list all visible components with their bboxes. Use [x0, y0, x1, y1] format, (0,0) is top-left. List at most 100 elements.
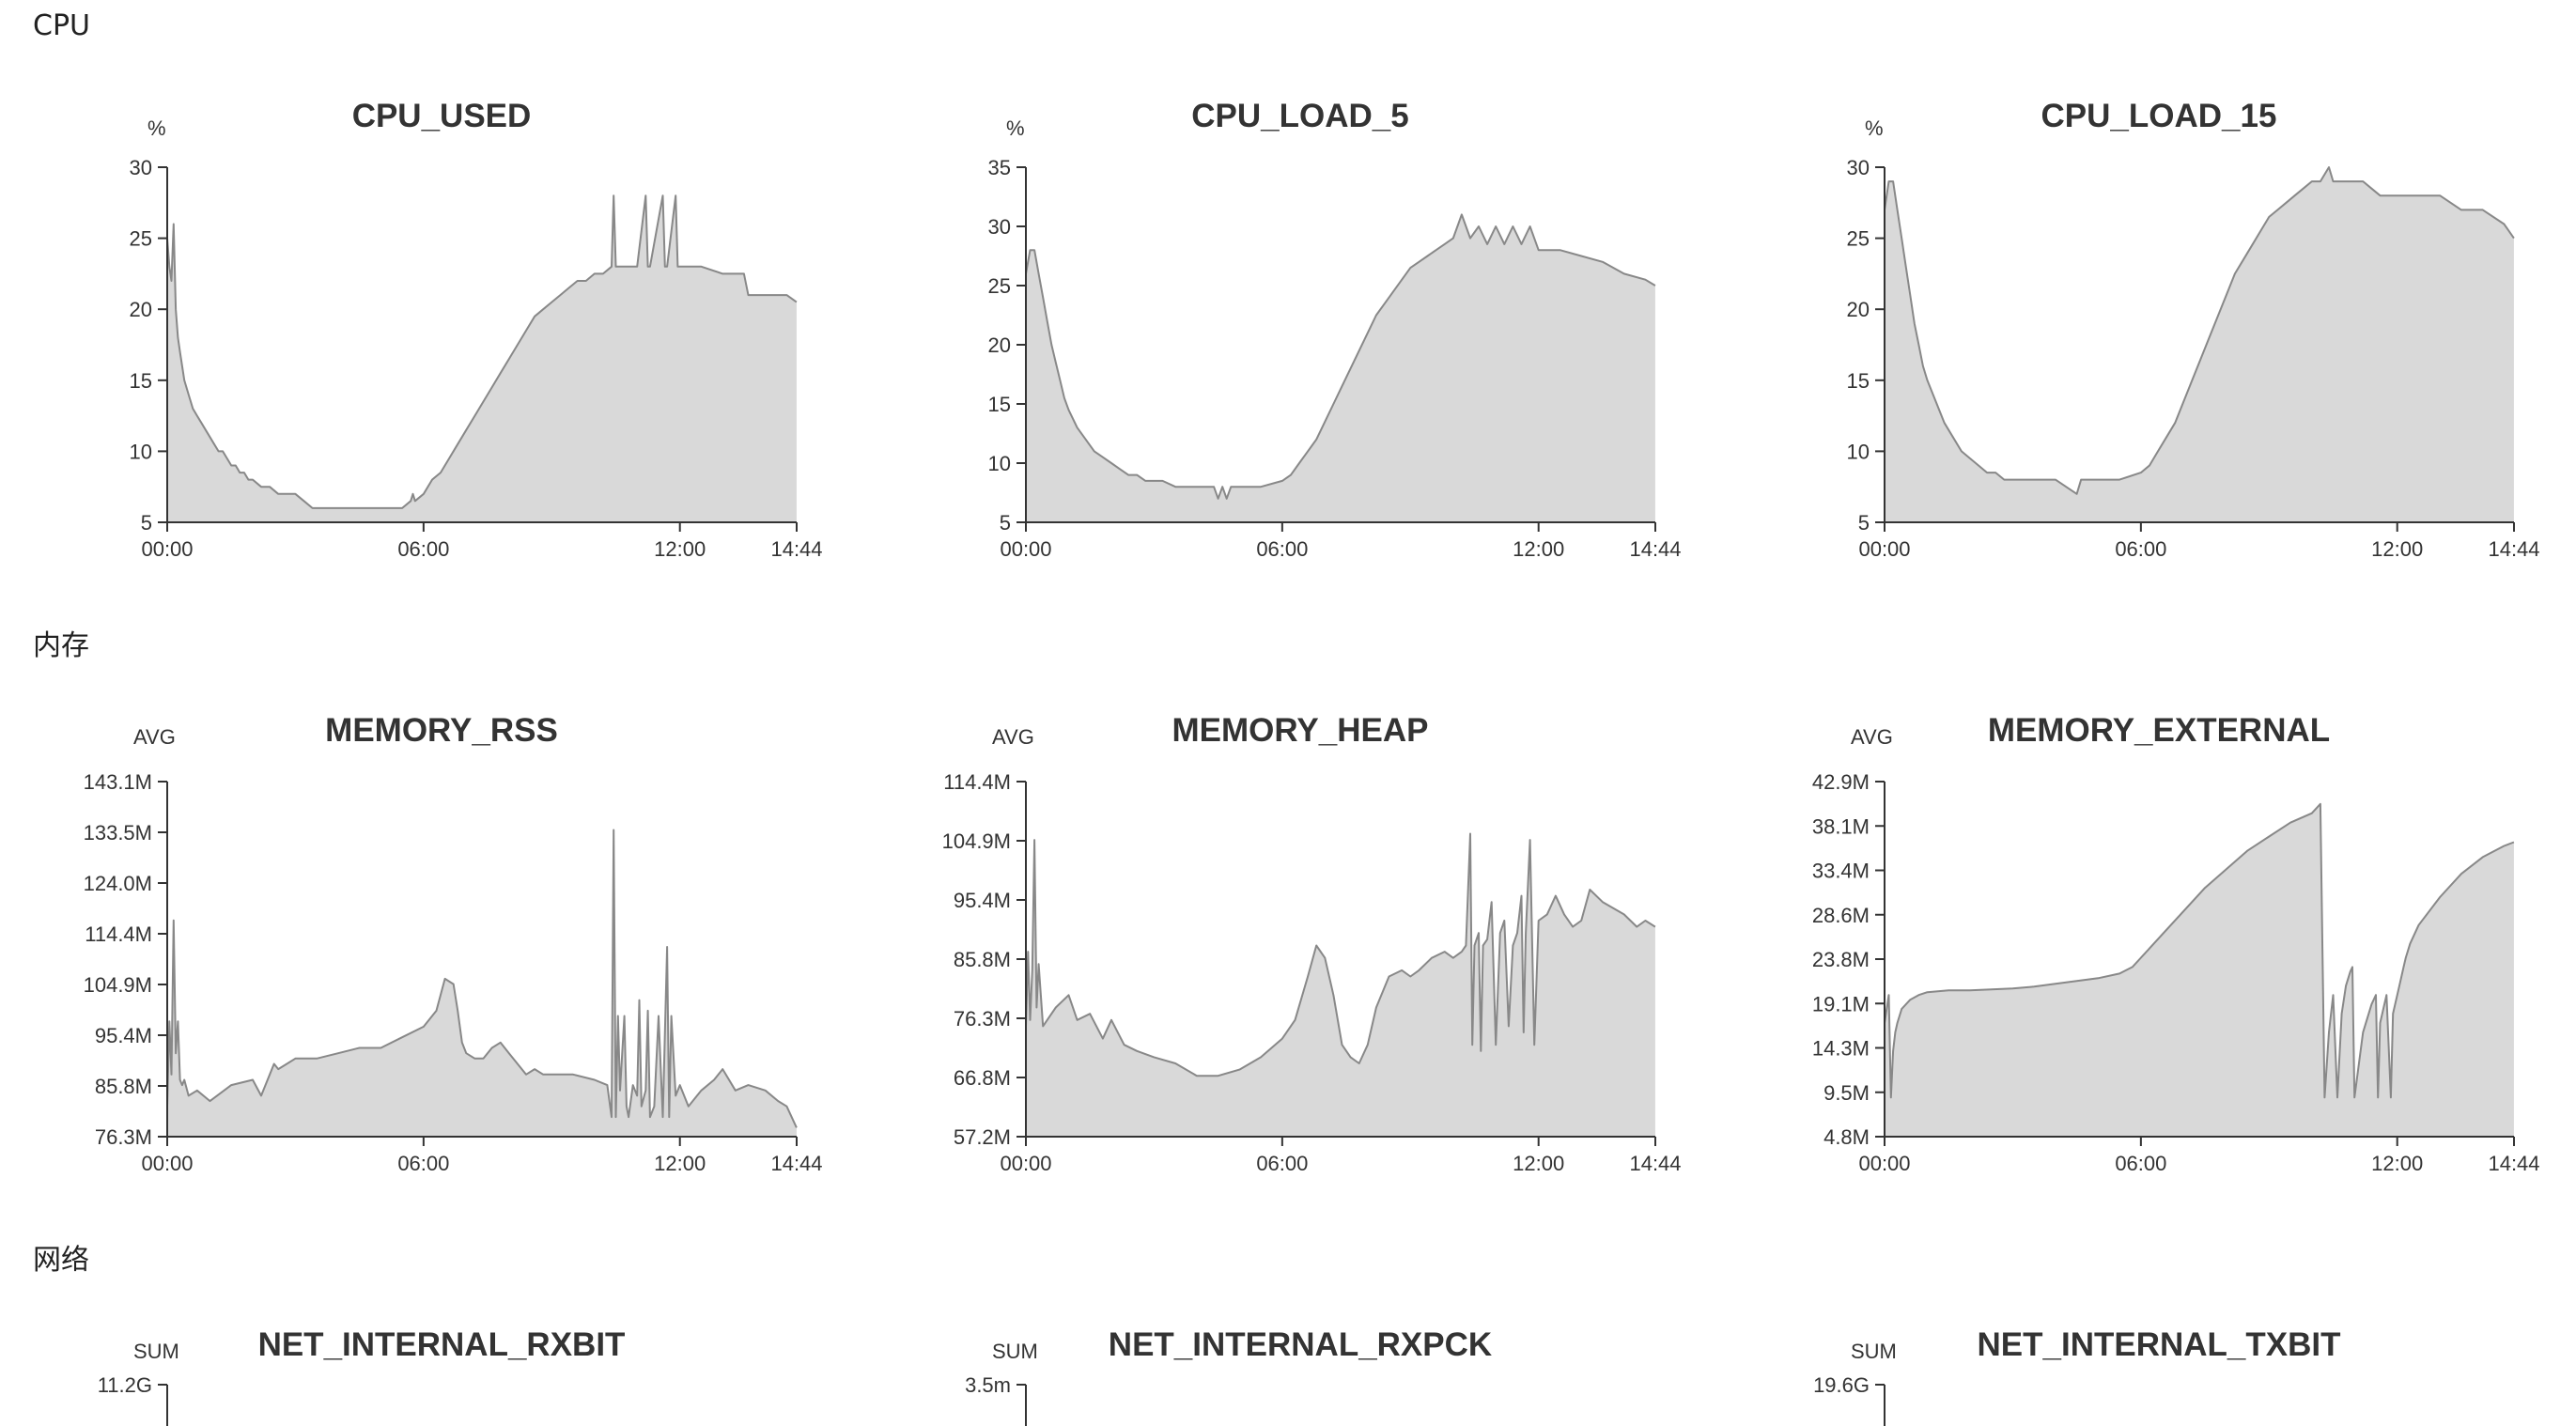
x-tick-label: 00:00	[1000, 1152, 1051, 1175]
series-line	[166, 194, 798, 509]
y-tick-label: 76.3M	[95, 1125, 152, 1149]
y-unit-label: %	[147, 116, 166, 140]
y-tick-label: 4.8M	[1823, 1125, 1870, 1149]
y-tick-label: 33.4M	[1812, 860, 1870, 883]
x-tick-label: 12:00	[654, 537, 706, 561]
y-tick-label: 38.1M	[1812, 814, 1870, 838]
x-tick-label: 12:00	[2371, 1152, 2423, 1175]
chart-net-internal-rxpck: NET_INTERNAL_RXPCK SUM 3.5m	[859, 1323, 1742, 1426]
y-tick-label: 20	[1847, 298, 1870, 321]
y-tick-label: 25	[988, 274, 1011, 298]
chart-memory-heap: MEMORY_HEAP AVG 57.2M 66.8M 76.3M 85.8M 95.4…	[859, 708, 1742, 1197]
chart-cpu-load-15: CPU_LOAD_15 % 5 10 15 20 25 30 00:00 06:00 12:00…	[1717, 94, 2576, 582]
x-tick-label: 06:00	[2115, 537, 2166, 561]
series-line	[1025, 213, 1656, 500]
y-tick-label: 124.0M	[84, 872, 152, 895]
x-tick-label: 14:44	[1629, 1152, 1681, 1175]
x-tick-label: 00:00	[1858, 1152, 1910, 1175]
y-tick-label: 19.6G	[1813, 1373, 1870, 1397]
x-tick-label: 00:00	[1000, 537, 1051, 561]
y-tick-label: 19.1M	[1812, 992, 1870, 1015]
chart-svg: 3.5m	[965, 1373, 1027, 1426]
y-tick-label: 5	[1000, 511, 1011, 535]
y-tick-label: 35	[988, 156, 1011, 179]
y-tick-label: 95.4M	[954, 889, 1011, 912]
y-unit-label: %	[1006, 116, 1025, 140]
y-tick-label: 9.5M	[1823, 1081, 1870, 1105]
series-area	[167, 829, 797, 1137]
chart-title: MEMORY_RSS	[325, 712, 558, 749]
y-unit-label: AVG	[1851, 725, 1893, 749]
y-unit-label: AVG	[133, 725, 176, 749]
y-tick-label: 15	[130, 369, 152, 393]
chart-title: NET_INTERNAL_TXBIT	[1977, 1326, 2341, 1363]
y-tick-label: 10	[130, 440, 152, 463]
series-area	[1026, 214, 1655, 522]
y-tick-label: 30	[988, 215, 1011, 239]
y-unit-label: SUM	[1851, 1340, 1897, 1363]
y-unit-label: AVG	[992, 725, 1034, 749]
y-tick-label: 10	[1847, 440, 1870, 463]
y-tick-label: 5	[141, 511, 152, 535]
y-tick-label: 10	[988, 452, 1011, 475]
section-title-cpu: CPU	[33, 9, 90, 42]
y-tick-label: 104.9M	[942, 829, 1011, 853]
y-tick-label: 20	[130, 298, 152, 321]
y-unit-label: SUM	[992, 1340, 1038, 1363]
chart-title: MEMORY_HEAP	[1172, 712, 1429, 749]
x-tick-label: 12:00	[1513, 537, 1564, 561]
y-tick-label: 5	[1858, 511, 1870, 535]
series-area	[167, 195, 797, 522]
y-tick-label: 15	[1847, 369, 1870, 393]
y-tick-label: 57.2M	[954, 1125, 1011, 1149]
x-tick-label: 14:44	[2488, 1152, 2539, 1175]
x-tick-label: 06:00	[1256, 537, 1308, 561]
y-tick-label: 143.1M	[84, 770, 152, 794]
y-tick-label: 15	[988, 393, 1011, 416]
chart-memory-external: MEMORY_EXTERNAL AVG 4.8M 9.5M 14.3M 19.1M 23…	[1717, 708, 2576, 1197]
chart-title: CPU_LOAD_15	[2041, 98, 2277, 134]
x-tick-label: 00:00	[1858, 537, 1910, 561]
y-tick-label: 11.2G	[98, 1373, 152, 1397]
chart-cpu-load-5: CPU_LOAD_5 % 5 10 15 20 25 30 35 00:00 06:00 12:0…	[859, 94, 1742, 582]
y-tick-label: 133.5M	[84, 821, 152, 845]
x-tick-label: 14:44	[2488, 537, 2539, 561]
y-tick-label: 25	[1847, 227, 1870, 251]
chart-svg: 4.8M 9.5M 14.3M 19.1M 23.8M 28.6M 33.4M 38.1M 42…	[1812, 770, 2540, 1175]
chart-title: NET_INTERNAL_RXBIT	[257, 1326, 626, 1363]
chart-svg: 11.2G	[98, 1373, 168, 1426]
chart-svg: 5 10 15 20 25 30 35 00:00 06:00 12:00 14:44	[988, 156, 1682, 561]
chart-title: CPU_LOAD_5	[1191, 98, 1409, 134]
chart-svg: 19.6G	[1813, 1373, 1885, 1426]
y-tick-label: 95.4M	[95, 1024, 152, 1047]
y-tick-label: 66.8M	[954, 1066, 1011, 1090]
y-tick-label: 85.8M	[954, 948, 1011, 971]
y-tick-label: 114.4M	[943, 770, 1011, 794]
series-area	[1885, 803, 2514, 1137]
chart-svg: 5 10 15 20 25 30 00:00 06:00 12:00 14:44	[1847, 156, 2540, 561]
section-title-memory: 内存	[33, 629, 89, 662]
x-tick-label: 06:00	[397, 537, 449, 561]
y-tick-label: 85.8M	[95, 1075, 152, 1098]
y-tick-label: 114.4M	[85, 922, 152, 946]
chart-net-internal-rxbit: NET_INTERNAL_RXBIT SUM 11.2G	[0, 1323, 883, 1426]
x-tick-label: 12:00	[1513, 1152, 1564, 1175]
x-tick-label: 06:00	[1256, 1152, 1308, 1175]
series-area	[1885, 167, 2514, 522]
y-tick-label: 20	[988, 333, 1011, 357]
y-tick-label: 14.3M	[1812, 1037, 1870, 1061]
chart-cpu-used: CPU_USED % 5 10 15 20 25 30 00:00 06:00 12:00 14:…	[0, 94, 883, 582]
y-tick-label: 25	[130, 227, 152, 251]
y-tick-label: 28.6M	[1812, 904, 1870, 927]
y-unit-label: %	[1865, 116, 1884, 140]
section-title-network: 网络	[33, 1244, 89, 1277]
x-tick-label: 12:00	[654, 1152, 706, 1175]
y-unit-label: SUM	[133, 1340, 179, 1363]
chart-net-internal-txbit: NET_INTERNAL_TXBIT SUM 19.6G	[1717, 1323, 2576, 1426]
x-tick-label: 12:00	[2371, 537, 2423, 561]
x-tick-label: 14:44	[1629, 537, 1681, 561]
x-tick-label: 06:00	[397, 1152, 449, 1175]
y-tick-label: 104.9M	[84, 973, 152, 997]
series-line	[1884, 802, 2515, 1099]
